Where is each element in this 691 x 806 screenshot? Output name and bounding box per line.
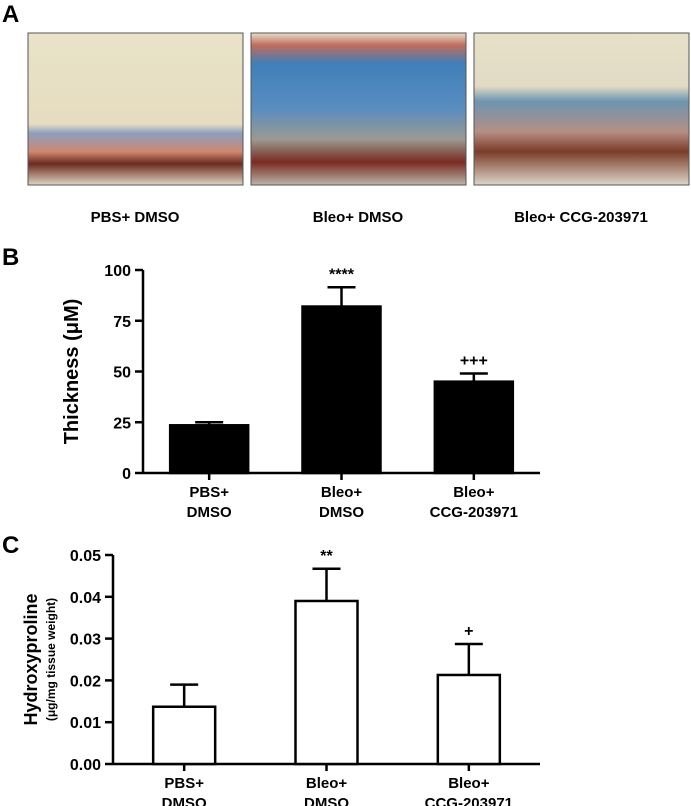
histology-image <box>250 32 467 186</box>
y-tick-label: 0.04 <box>70 590 101 607</box>
x-tick-label: CCG-203971 <box>425 795 513 806</box>
y-tick-label: 100 <box>104 263 131 280</box>
y-axis-sublabel: (μg/mg tissue weight) <box>44 598 58 721</box>
y-tick-label: 0.03 <box>70 632 101 649</box>
y-tick-label: 0.05 <box>70 548 101 565</box>
y-axis-label: Hydroxyproline <box>21 593 41 725</box>
x-tick-label: Bleo+ <box>306 775 348 792</box>
significance-label: **** <box>329 266 355 283</box>
x-tick-label: DMSO <box>304 795 349 806</box>
panel-label: B <box>2 244 19 271</box>
bar <box>151 705 217 766</box>
image-caption: Bleo+ CCG-203971 <box>514 209 648 226</box>
histology-image <box>473 32 690 186</box>
x-tick-label: PBS+ <box>189 484 229 501</box>
x-tick-label: Bleo+ <box>453 484 495 501</box>
significance-label: +++ <box>460 353 488 370</box>
bar <box>301 305 382 475</box>
bar <box>168 424 250 475</box>
y-tick-label: 0.00 <box>70 757 101 774</box>
bar <box>433 380 515 475</box>
x-tick-label: Bleo+ <box>321 484 363 501</box>
y-axis-label: Thickness (μM) <box>61 299 83 445</box>
y-tick-label: 0.02 <box>70 673 101 690</box>
panel-label: A <box>2 1 19 28</box>
y-tick-label: 75 <box>113 314 131 331</box>
x-tick-label: CCG-203971 <box>430 504 518 521</box>
significance-label: + <box>464 623 473 640</box>
significance-label: ** <box>320 548 333 565</box>
x-tick-label: DMSO <box>319 504 364 521</box>
panel-label: C <box>2 532 19 559</box>
y-tick-label: 25 <box>113 415 131 432</box>
y-tick-label: 0.01 <box>70 715 101 732</box>
image-caption: Bleo+ DMSO <box>313 209 404 226</box>
y-tick-label: 50 <box>113 365 131 382</box>
x-tick-label: PBS+ <box>164 775 204 792</box>
x-tick-label: DMSO <box>162 795 207 806</box>
bar <box>436 673 502 766</box>
bar <box>294 599 359 766</box>
y-tick-label: 0 <box>122 466 131 483</box>
x-tick-label: DMSO <box>187 504 232 521</box>
x-tick-label: Bleo+ <box>448 775 490 792</box>
histology-image <box>27 32 244 186</box>
image-caption: PBS+ DMSO <box>91 209 180 226</box>
